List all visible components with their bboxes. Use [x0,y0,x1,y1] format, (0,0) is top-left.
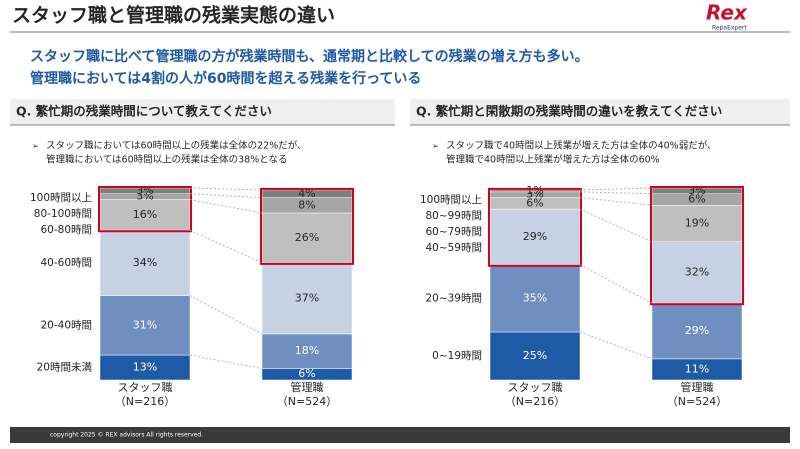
value-label: 32% [685,265,709,278]
series-label: 40-60時間 [40,257,92,269]
value-label: 29% [523,230,547,243]
category-label: スタッフ職 [508,381,563,394]
value-label: 25% [523,349,547,362]
bar-segment [651,241,743,304]
series-label: 80-100時間 [34,208,92,220]
bar-segment [489,208,581,266]
note: 管理職で40時間以上残業が増えた方は全体の60% [446,154,660,166]
footer: copyright 2025 © REX advisors All rights… [50,432,203,439]
value-label: 6% [688,193,705,206]
value-label: 8% [298,198,315,211]
series-label: 20時間未満 [37,362,93,374]
logo-sub: RepaExpert [712,25,747,32]
bar-segment [99,199,191,231]
value-label: 34% [133,256,157,269]
highlight-box [98,186,192,233]
category-note: （N=524） [667,395,727,408]
connector [579,208,653,243]
value-label: 29% [685,324,709,337]
value-label: 4% [298,187,315,200]
value-label: 6% [526,196,543,209]
connector [189,229,263,264]
bullet: ➢ [432,142,439,151]
category-note: （N=216） [115,395,175,408]
value-label: 6% [298,367,315,380]
value-label: 11% [685,362,709,375]
note: 管理職においては60時間以上の残業は全体の38%となる [46,154,287,166]
logo: Rex [706,1,748,25]
series-label: 80~99時間 [425,210,482,222]
connector [579,331,653,360]
highlight-box [260,187,354,265]
series-label: 40~59時間 [425,242,482,254]
category-label: 管理職 [681,380,714,394]
connector [579,197,653,206]
category-label: スタッフ職 [118,381,173,394]
series-label: 20~39時間 [425,292,482,304]
connector [579,191,653,195]
value-label: 13% [133,361,157,374]
series-label: 100時間以上 [420,194,482,206]
connector [579,187,653,191]
note: スタッフ職で40時間以上残業が増えた方は全体の40%弱だが、 [446,140,717,152]
connector [189,193,263,198]
connector [579,264,653,304]
highlight-box [488,187,582,267]
value-label: 31% [133,318,157,331]
bullet: ➢ [32,142,39,151]
series-label: 60-80時間 [40,224,92,236]
question: Q. 繁忙期の残業時間について教えてください [16,104,272,119]
highlight-box [650,186,744,306]
note: スタッフ職においては60時間以上の残業は全体の22%だが、 [46,140,307,152]
value-label: 35% [523,291,547,304]
category-note: （N=216） [505,395,565,408]
connector [189,187,263,191]
value-label: 18% [295,344,319,357]
category-note: （N=524） [277,395,337,408]
value-label: 16% [133,208,157,221]
value-label: 37% [295,291,319,304]
slide-title: スタッフ職と管理職の残業実態の違い [12,4,335,27]
value-label: 3% [688,184,705,197]
footer-band [10,427,790,443]
question-box [10,99,395,125]
question: Q. 繁忙期と閑散期の残業時間の違いを教えてください [416,104,722,119]
headline: スタッフ職に比べて管理職の方が残業時間も、通常期と比較しての残業の増え方も多い。 [30,48,589,65]
headline: 管理職においては4割の人が60時間を超える残業を行っている [30,70,421,87]
value-label: 3% [136,184,153,197]
value-label: 26% [295,231,319,244]
bar-segment [489,331,581,381]
bar-segment [99,229,191,296]
bar-segment [261,262,353,335]
connector [189,354,263,369]
category-label: 管理職 [291,380,324,394]
value-label: 1% [526,184,543,197]
question-box [410,99,790,125]
series-label: 0~19時間 [432,350,482,362]
value-label: 19% [685,217,709,230]
series-label: 60~79時間 [425,226,482,238]
bar-segment [489,264,581,333]
series-label: 100時間以上 [30,192,92,204]
connector [189,295,263,335]
connector [189,199,263,214]
series-label: 20-40時間 [40,319,92,331]
bar-segment [99,295,191,356]
